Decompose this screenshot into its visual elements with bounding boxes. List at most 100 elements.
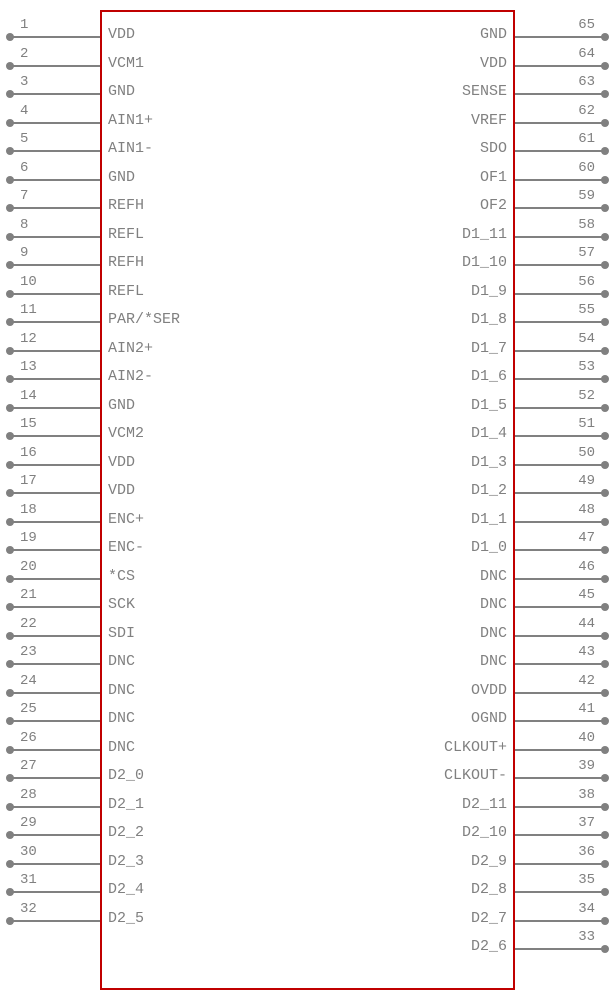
pin-number: 41 <box>578 701 595 717</box>
pin-endpoint-dot <box>601 774 609 782</box>
pin-number: 62 <box>578 103 595 119</box>
pin-wire <box>515 36 605 38</box>
pin-endpoint-dot <box>601 831 609 839</box>
pin-number: 63 <box>578 74 595 90</box>
pin-wire <box>515 378 605 380</box>
pin-number: 60 <box>578 160 595 176</box>
pin-endpoint-dot <box>601 489 609 497</box>
pin-endpoint-dot <box>601 860 609 868</box>
pin-number: 42 <box>578 673 595 689</box>
pin-label: DNC <box>480 596 507 613</box>
pin-wire <box>515 663 605 665</box>
pin-wire <box>515 777 605 779</box>
pin-number: 40 <box>578 730 595 746</box>
pin-number: 39 <box>578 758 595 774</box>
pin-46: 46DNC <box>0 562 615 590</box>
pin-label: D1_3 <box>471 454 507 471</box>
pin-60: 60OF1 <box>0 163 615 191</box>
pin-34: 34D2_7 <box>0 904 615 932</box>
pin-endpoint-dot <box>601 375 609 383</box>
pin-wire <box>515 578 605 580</box>
pin-wire <box>515 749 605 751</box>
pin-label: SENSE <box>462 83 507 100</box>
pin-65: 65GND <box>0 20 615 48</box>
pin-41: 41 OGND <box>0 704 615 732</box>
pin-number: 48 <box>578 502 595 518</box>
pin-endpoint-dot <box>601 575 609 583</box>
pin-wire <box>515 606 605 608</box>
pin-wire <box>515 891 605 893</box>
pin-endpoint-dot <box>601 632 609 640</box>
pin-wire <box>515 207 605 209</box>
pin-number: 54 <box>578 331 595 347</box>
pin-wire <box>515 435 605 437</box>
pin-endpoint-dot <box>601 261 609 269</box>
pin-endpoint-dot <box>601 803 609 811</box>
pin-number: 44 <box>578 616 595 632</box>
pin-label: OVDD <box>471 682 507 699</box>
pin-endpoint-dot <box>601 945 609 953</box>
pin-number: 37 <box>578 815 595 831</box>
pin-endpoint-dot <box>601 518 609 526</box>
pin-38: 38D2_11 <box>0 790 615 818</box>
pin-endpoint-dot <box>601 176 609 184</box>
pin-51: 51D1_4 <box>0 419 615 447</box>
pin-63: 63 SENSE <box>0 77 615 105</box>
pin-label: OGND <box>471 710 507 727</box>
pin-label: D2_9 <box>471 853 507 870</box>
pin-endpoint-dot <box>601 347 609 355</box>
pin-39: 39CLKOUT- <box>0 761 615 789</box>
pin-35: 35D2_8 <box>0 875 615 903</box>
pin-number: 55 <box>578 302 595 318</box>
pin-endpoint-dot <box>601 318 609 326</box>
pin-label: SDO <box>480 140 507 157</box>
pin-label: D1_9 <box>471 283 507 300</box>
pin-53: 53 D1_6 <box>0 362 615 390</box>
pin-label: D2_8 <box>471 881 507 898</box>
pin-47: 47D1_0 <box>0 533 615 561</box>
pin-wire <box>515 293 605 295</box>
pin-label: D2_11 <box>462 796 507 813</box>
pin-number: 58 <box>578 217 595 233</box>
pin-45: 45 DNC <box>0 590 615 618</box>
pin-number: 52 <box>578 388 595 404</box>
pin-label: D1_7 <box>471 340 507 357</box>
pin-wire <box>515 635 605 637</box>
pin-endpoint-dot <box>601 546 609 554</box>
pin-wire <box>515 806 605 808</box>
pin-55: 55D1_8 <box>0 305 615 333</box>
pin-endpoint-dot <box>601 90 609 98</box>
pin-59: 59OF2 <box>0 191 615 219</box>
pin-number: 33 <box>578 929 595 945</box>
pin-wire <box>515 464 605 466</box>
pin-number: 53 <box>578 359 595 375</box>
pin-endpoint-dot <box>601 603 609 611</box>
pin-endpoint-dot <box>601 33 609 41</box>
pin-wire <box>515 863 605 865</box>
pin-wire <box>515 65 605 67</box>
pin-endpoint-dot <box>601 689 609 697</box>
pin-endpoint-dot <box>601 204 609 212</box>
pin-58: 58D1_11 <box>0 220 615 248</box>
pin-endpoint-dot <box>601 404 609 412</box>
pin-label: DNC <box>480 653 507 670</box>
pin-36: 36D2_9 <box>0 847 615 875</box>
pin-label: DNC <box>480 568 507 585</box>
pin-54: 54 D1_7 <box>0 334 615 362</box>
pin-number: 47 <box>578 530 595 546</box>
pin-endpoint-dot <box>601 432 609 440</box>
pin-endpoint-dot <box>601 917 609 925</box>
pin-wire <box>515 920 605 922</box>
pin-label: OF2 <box>480 197 507 214</box>
pin-number: 45 <box>578 587 595 603</box>
pin-label: D1_5 <box>471 397 507 414</box>
pin-wire <box>515 236 605 238</box>
pin-44: 44DNC <box>0 619 615 647</box>
pin-endpoint-dot <box>601 233 609 241</box>
pin-wire <box>515 948 605 950</box>
pin-label: D2_6 <box>471 938 507 955</box>
pin-label: D1_10 <box>462 254 507 271</box>
pin-33: 33 D2_6 <box>0 932 615 960</box>
pin-label: D1_6 <box>471 368 507 385</box>
chip-symbol: 1VDD2VCM13GND4AIN1+5AIN1-6GND7REFH8REFL9… <box>0 0 615 1000</box>
